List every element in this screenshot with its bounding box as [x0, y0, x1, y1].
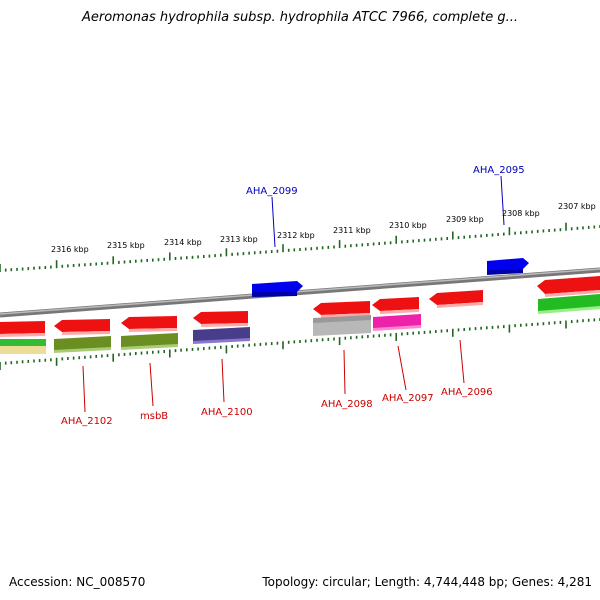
gene-label-aha-2096: AHA_2096: [441, 387, 493, 398]
gene-label-aha-2098: AHA_2098: [321, 399, 373, 410]
gene-label-aha-2099: AHA_2099: [246, 186, 298, 197]
gene-feature-aha-2098[interactable]: [313, 301, 370, 318]
gene-feature-aha-2102[interactable]: [0, 321, 45, 337]
feature-block-olive-1[interactable]: [54, 336, 111, 353]
gene-feature-msbb[interactable]: [54, 319, 110, 335]
gene-feature-aha-2096[interactable]: [429, 290, 483, 308]
gene-feature-aha-2099[interactable]: [252, 281, 303, 297]
gene-feature-red-4[interactable]: [193, 311, 248, 327]
scale-label: 2308 kbp: [502, 209, 540, 218]
gene-label-aha-2102: AHA_2102: [61, 416, 113, 427]
scale-label: 2310 kbp: [389, 221, 427, 230]
topology-summary: Topology: circular; Length: 4,744,448 bp…: [262, 575, 592, 589]
feature-block-magenta[interactable]: [373, 314, 421, 331]
feature-block-green-left[interactable]: [0, 339, 46, 354]
gene-label-aha-2100: AHA_2100: [201, 407, 253, 418]
scale-label: 2314 kbp: [164, 238, 202, 247]
scale-label: 2312 kbp: [277, 231, 315, 240]
feature-block-gray[interactable]: [313, 315, 371, 336]
gene-feature-aha-2100[interactable]: [121, 316, 177, 332]
scale-label: 2311 kbp: [333, 226, 371, 235]
scale-label: 2313 kbp: [220, 235, 258, 244]
gene-feature-aha-2097[interactable]: [372, 297, 419, 314]
genome-backbone: [0, 267, 600, 318]
accession-text: Accession: NC_008570: [9, 575, 146, 589]
feature-block-purple[interactable]: [193, 327, 250, 344]
scale-label: 2307 kbp: [558, 202, 596, 211]
feature-block-green-right[interactable]: [538, 294, 600, 314]
feature-block-olive-2[interactable]: [121, 333, 178, 350]
ruler-upper: [0, 222, 600, 272]
ruler-lower: [0, 318, 600, 370]
scale-label: 2309 kbp: [446, 215, 484, 224]
gene-label-aha-2097: AHA_2097: [382, 393, 434, 404]
gene-label-msbb: msbB: [140, 411, 168, 422]
reverse-gene-labels: AHA_2102 msbB AHA_2100 AHA_2098 AHA_2097…: [61, 339, 493, 427]
scale-labels: 2316 kbp 2315 kbp 2314 kbp 2313 kbp 2312…: [51, 202, 596, 254]
forward-gene-labels: AHA_2099 AHA_2095: [246, 165, 525, 248]
gene-feature-aha-2095[interactable]: [487, 258, 529, 275]
gene-label-aha-2095: AHA_2095: [473, 165, 525, 176]
gene-feature-red-right[interactable]: [537, 276, 600, 297]
map-title: Aeromonas hydrophila subsp. hydrophila A…: [81, 10, 519, 25]
scale-label: 2315 kbp: [107, 241, 145, 250]
scale-label: 2316 kbp: [51, 245, 89, 254]
